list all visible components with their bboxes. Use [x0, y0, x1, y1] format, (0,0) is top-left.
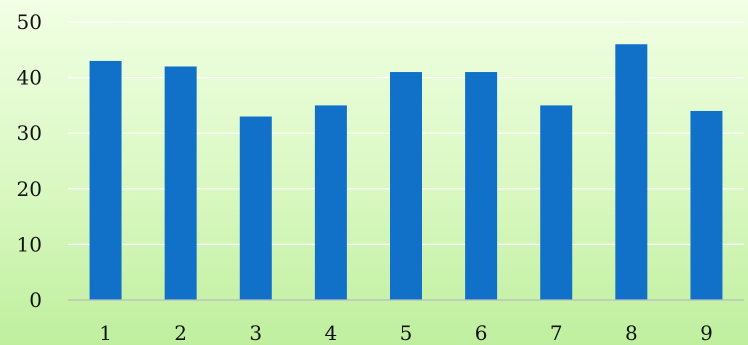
bar-5 — [390, 72, 422, 300]
y-tick-label-10: 10 — [17, 232, 42, 256]
x-tick-label-2: 2 — [174, 321, 187, 345]
bar-9 — [690, 110, 723, 301]
bar-2 — [164, 66, 197, 300]
bar-3 — [239, 116, 272, 301]
x-tick-label-4: 4 — [325, 321, 338, 345]
y-tick-label-0: 0 — [29, 288, 42, 312]
bar-8 — [615, 44, 648, 300]
bar-1 — [89, 60, 122, 300]
x-tick-label-6: 6 — [475, 321, 488, 345]
y-tick-label-40: 40 — [17, 66, 42, 90]
x-tick-label-1: 1 — [99, 321, 112, 345]
bar-6 — [465, 72, 498, 300]
bar-7 — [540, 105, 573, 301]
bar-4 — [314, 105, 347, 301]
x-tick-label-7: 7 — [550, 321, 563, 345]
bar-series — [89, 44, 723, 301]
y-tick-label-30: 30 — [17, 121, 42, 145]
y-tick-label-20: 20 — [17, 177, 42, 201]
y-tick-label-50: 50 — [17, 10, 42, 34]
x-axis-tick-labels: 1 2 3 4 5 6 7 8 9 — [99, 321, 713, 345]
x-tick-label-5: 5 — [400, 321, 413, 345]
x-tick-label-8: 8 — [625, 321, 638, 345]
y-axis-tick-labels: 0 10 20 30 40 50 — [17, 10, 42, 312]
x-tick-label-3: 3 — [249, 321, 262, 345]
x-tick-label-9: 9 — [700, 321, 713, 345]
